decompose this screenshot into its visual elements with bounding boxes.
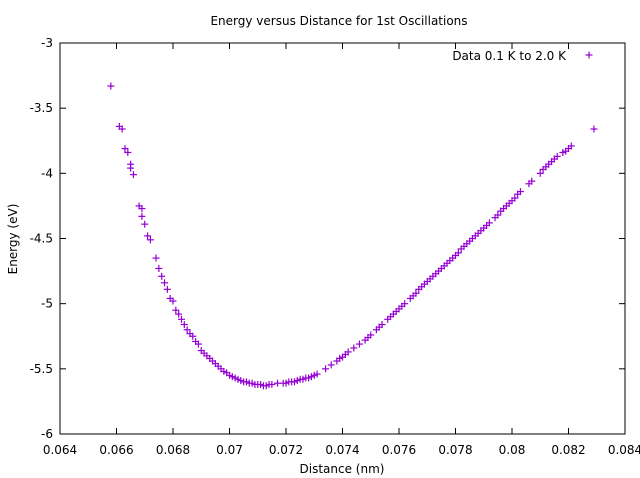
data-point: [161, 279, 169, 287]
data-point: [183, 326, 191, 334]
data-point: [127, 164, 135, 172]
data-point: [152, 254, 160, 262]
data-point: [536, 169, 544, 177]
x-axis-label: Distance (nm): [300, 462, 385, 476]
data-point: [118, 125, 126, 133]
legend-label: Data 0.1 K to 2.0 K: [452, 49, 567, 63]
x-tick-label: 0.072: [269, 443, 303, 457]
data-point: [138, 205, 146, 213]
data-point: [367, 331, 375, 339]
data-point: [177, 315, 185, 323]
data-point: [189, 332, 197, 340]
data-point: [107, 82, 115, 90]
data-point: [169, 297, 177, 305]
y-tick-label: -5.5: [30, 362, 53, 376]
data-point: [327, 361, 335, 369]
data-point: [454, 249, 462, 257]
data-point: [155, 264, 163, 272]
data-point: [378, 321, 386, 329]
data-point: [344, 348, 352, 356]
y-tick-label: -3.5: [30, 101, 53, 115]
data-point: [412, 289, 420, 297]
data-point: [268, 380, 276, 388]
data-point: [138, 212, 146, 220]
x-tick-label: 0.076: [382, 443, 416, 457]
data-point: [146, 236, 154, 244]
data-point: [401, 300, 409, 308]
data-point: [567, 142, 575, 150]
x-tick-label: 0.07: [216, 443, 243, 457]
data-point: [590, 125, 598, 133]
x-tick-label: 0.078: [438, 443, 472, 457]
data-point: [528, 177, 536, 185]
legend-marker: [585, 51, 593, 59]
data-point: [141, 220, 149, 228]
y-axis-label: Energy (eV): [6, 204, 20, 275]
data-point: [355, 340, 363, 348]
data-point: [121, 145, 129, 153]
axes: 0.064 0.066 0.068 0.07 0.072 0.074 0.076 0.078 0…: [30, 36, 640, 457]
data-point: [553, 152, 561, 160]
data-point: [180, 321, 188, 329]
data-point: [129, 171, 137, 179]
y-tick-label: -3: [41, 36, 53, 50]
data-point: [511, 194, 519, 202]
plot-border: [59, 42, 626, 435]
chart-title: Energy versus Distance for 1st Oscillati…: [210, 14, 467, 28]
data-point: [163, 285, 171, 293]
y-tick-label: -4.5: [30, 232, 53, 246]
data-point: [322, 365, 330, 373]
data-point: [144, 232, 152, 240]
x-tick-label: 0.08: [499, 443, 526, 457]
data-point: [485, 219, 493, 227]
data-point: [194, 340, 202, 348]
x-tick-label: 0.066: [99, 443, 133, 457]
y-tick-label: -4: [41, 166, 53, 180]
data-points: [107, 82, 598, 390]
x-tick-label: 0.068: [156, 443, 190, 457]
y-tick-label: -6: [41, 427, 53, 441]
data-point: [175, 310, 183, 318]
data-point: [313, 370, 321, 378]
x-tick-label: 0.082: [551, 443, 585, 457]
x-tick-label: 0.064: [43, 443, 77, 457]
x-tick-label: 0.084: [608, 443, 640, 457]
x-tick-label: 0.074: [325, 443, 359, 457]
data-point: [158, 272, 166, 280]
data-point: [124, 148, 132, 156]
legend: Data 0.1 K to 2.0 K: [452, 49, 593, 63]
data-point: [494, 211, 502, 219]
data-point: [516, 188, 524, 196]
y-tick-label: -5: [41, 297, 53, 311]
data-point: [172, 306, 180, 314]
data-point: [350, 344, 358, 352]
